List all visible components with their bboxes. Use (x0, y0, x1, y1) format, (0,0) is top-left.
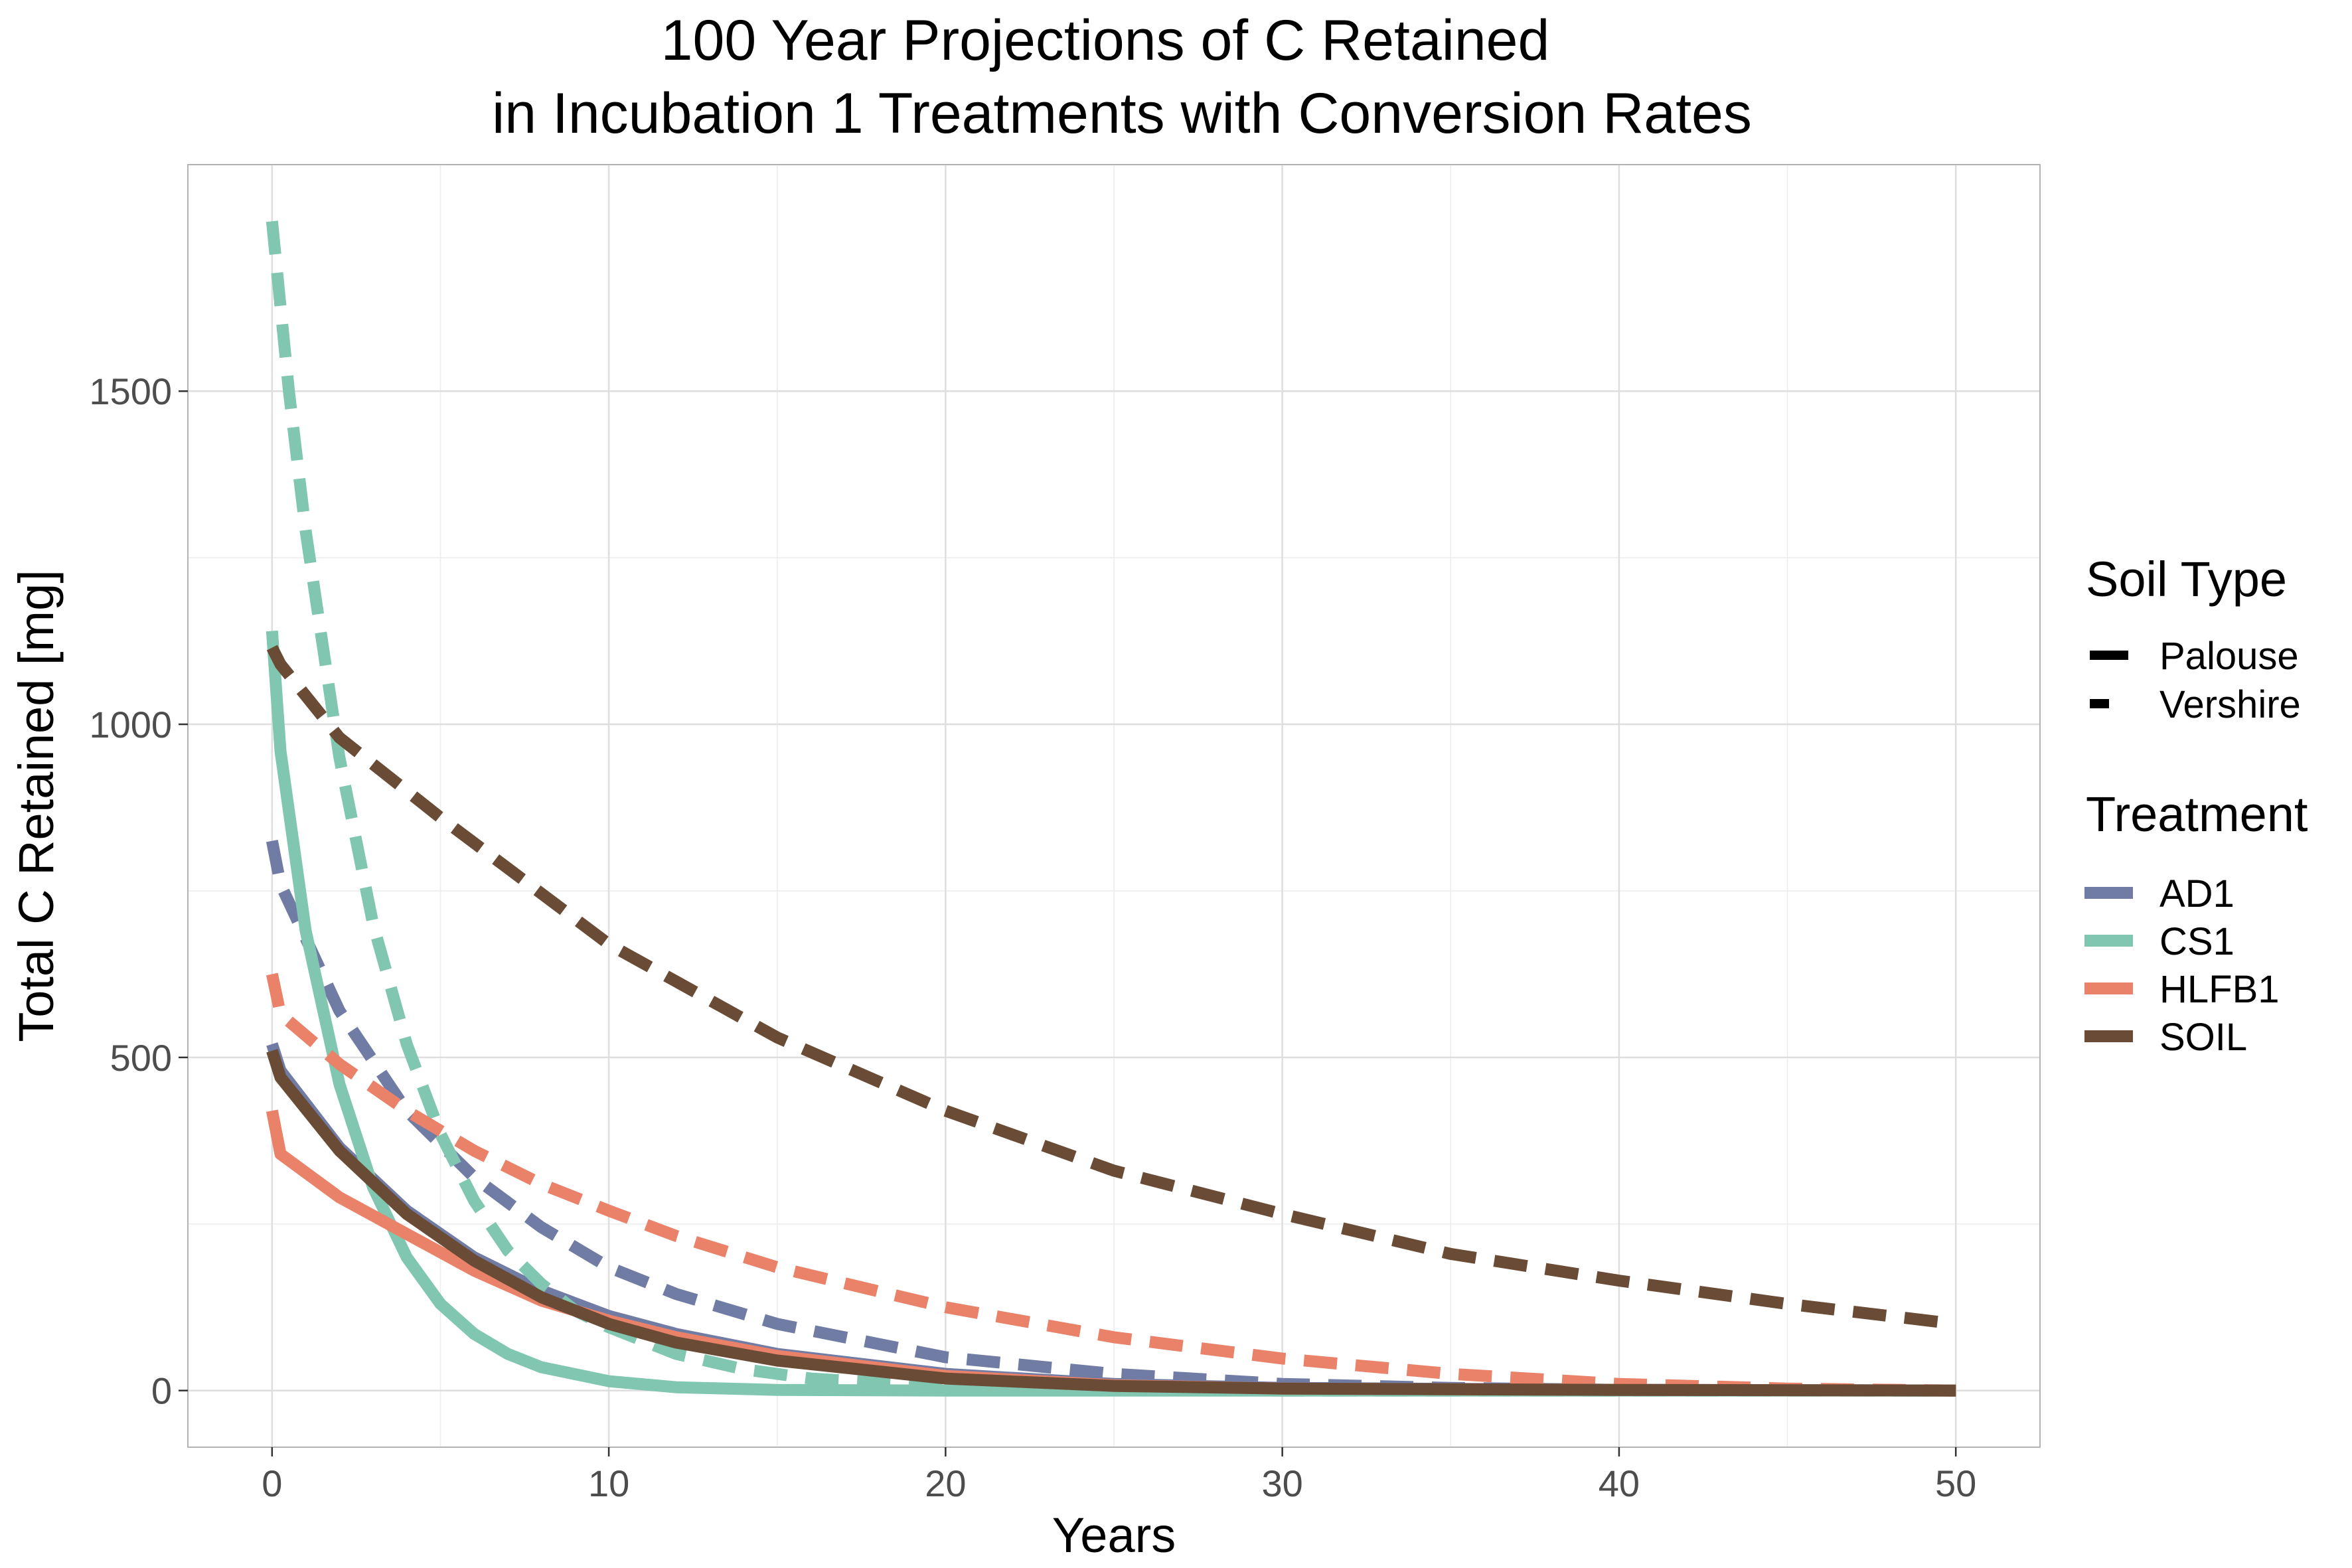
legend-label-hlfb1: HLFB1 (2159, 968, 2280, 1011)
legend-item-palouse: Palouse (2090, 635, 2299, 678)
y-tick-label: 1000 (89, 704, 172, 745)
legend-label-soil: SOIL (2159, 1016, 2247, 1059)
x-tick-label: 30 (1261, 1462, 1302, 1504)
legend-label-palouse: Palouse (2159, 635, 2299, 678)
chart-title-line-1: 100 Year Projections of C Retained (661, 9, 1550, 72)
series-line-soil-vershire (266, 645, 1957, 1330)
legend-item-hlfb1: HLFB1 (2084, 968, 2280, 1011)
x-axis: 0 10 20 30 40 50 (262, 1447, 1976, 1504)
x-tick-label: 0 (262, 1462, 282, 1504)
legend-label-ad1: AD1 (2159, 872, 2234, 915)
legend-label-cs1: CS1 (2159, 920, 2234, 963)
legend: Soil Type Palouse Vershire Treatment AD1… (2084, 552, 2308, 1059)
legend-title-soil-type: Soil Type (2086, 552, 2287, 607)
y-axis: 0 500 1000 1500 (89, 370, 188, 1412)
panel-border (187, 164, 2041, 1448)
legend-title-treatment: Treatment (2086, 787, 2308, 842)
chart-title-line-2: in Incubation 1 Treatments with Conversi… (492, 82, 1752, 145)
series-lines (266, 220, 1957, 1397)
series-line-cs1-palouse (266, 630, 1956, 1397)
legend-label-vershire: Vershire (2159, 683, 2301, 726)
y-tick-label: 0 (151, 1370, 172, 1412)
x-tick-label: 50 (1935, 1462, 1976, 1504)
y-tick-label: 500 (110, 1037, 172, 1079)
legend-item-vershire: Vershire (2090, 683, 2301, 726)
x-tick-label: 10 (588, 1462, 629, 1504)
x-tick-label: 40 (1599, 1462, 1640, 1504)
x-axis-title: Years (1052, 1508, 1176, 1563)
plot-panel (187, 164, 2041, 1448)
series-line-soil-palouse (266, 1049, 1956, 1397)
y-tick-label: 1500 (89, 370, 172, 412)
chart-title: 100 Year Projections of C Retained in In… (492, 9, 1752, 145)
legend-item-soil: SOIL (2084, 1016, 2247, 1059)
legend-item-ad1: AD1 (2084, 872, 2234, 915)
series-line-hlfb1-vershire (266, 973, 1956, 1397)
x-tick-label: 20 (925, 1462, 966, 1504)
legend-item-cs1: CS1 (2084, 920, 2234, 963)
y-axis-title: Total C Retained [mg] (9, 570, 64, 1042)
